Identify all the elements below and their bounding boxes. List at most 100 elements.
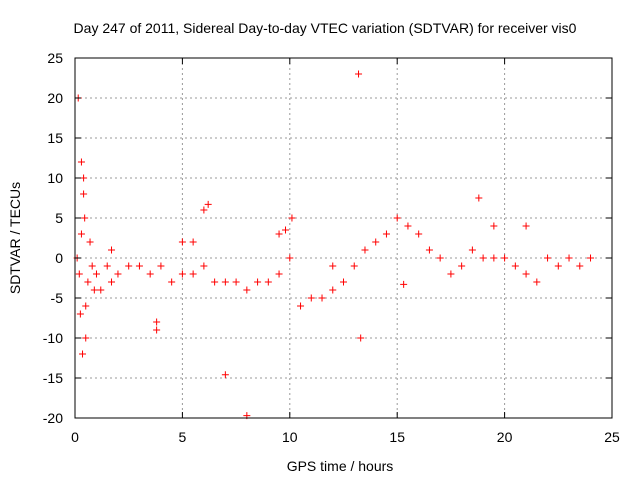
data-point xyxy=(84,278,92,286)
data-point xyxy=(329,262,337,270)
y-axis-label: SDTVAR / TECUs xyxy=(7,182,23,294)
chart-title: Day 247 of 2011, Sidereal Day-to-day VTE… xyxy=(74,20,577,36)
x-tick-label: 5 xyxy=(179,429,187,445)
data-point xyxy=(178,270,186,278)
data-point xyxy=(393,214,401,222)
data-point xyxy=(75,270,83,278)
y-tick-label: 20 xyxy=(47,90,63,106)
data-point xyxy=(221,278,229,286)
y-tick-label: -20 xyxy=(43,410,63,426)
data-point xyxy=(146,270,154,278)
data-point xyxy=(329,286,337,294)
data-point xyxy=(125,262,133,270)
data-point xyxy=(80,174,88,182)
data-point xyxy=(361,246,369,254)
data-point xyxy=(200,206,208,214)
data-point xyxy=(490,254,498,262)
data-point xyxy=(355,70,363,78)
data-point xyxy=(80,190,88,198)
data-point xyxy=(436,254,444,262)
x-tick-label: 10 xyxy=(282,429,298,445)
data-point xyxy=(81,214,89,222)
y-tick-label: 15 xyxy=(47,130,63,146)
grid-lines xyxy=(75,58,612,418)
data-point xyxy=(282,226,290,234)
data-point xyxy=(275,270,283,278)
data-point xyxy=(77,230,85,238)
x-tick-label: 15 xyxy=(389,429,405,445)
plot-frame xyxy=(74,57,613,419)
data-point xyxy=(211,278,219,286)
data-point xyxy=(86,238,94,246)
data-point xyxy=(522,222,530,230)
y-tick-label: -15 xyxy=(43,370,63,386)
data-point xyxy=(90,286,98,294)
data-point xyxy=(108,246,116,254)
data-point xyxy=(88,262,96,270)
data-point xyxy=(307,294,315,302)
y-tick-label: -10 xyxy=(43,330,63,346)
data-point xyxy=(544,254,552,262)
data-point xyxy=(153,326,161,334)
data-point xyxy=(254,278,262,286)
data-point xyxy=(79,350,87,358)
data-point xyxy=(382,230,390,238)
data-point xyxy=(587,254,595,262)
data-point xyxy=(108,278,116,286)
y-tick-label: 25 xyxy=(47,50,63,66)
axis-ticks: 0 5 10 15 20 25 25 20 15 10 5 0 -5 -10 -15 -20 xyxy=(43,50,620,445)
y-tick-label: -5 xyxy=(51,290,64,306)
data-point xyxy=(511,262,519,270)
x-tick-label: 20 xyxy=(497,429,513,445)
data-point xyxy=(157,262,165,270)
data-point xyxy=(92,270,100,278)
data-point xyxy=(415,230,423,238)
data-point xyxy=(153,318,161,326)
data-point xyxy=(501,254,509,262)
data-point xyxy=(103,262,111,270)
data-series xyxy=(73,70,595,420)
data-point xyxy=(168,278,176,286)
data-point xyxy=(189,270,197,278)
data-point xyxy=(76,310,84,318)
data-point xyxy=(425,246,433,254)
data-point xyxy=(490,222,498,230)
data-point xyxy=(475,194,483,202)
data-point xyxy=(404,222,412,230)
data-point xyxy=(264,278,272,286)
data-point xyxy=(297,302,305,310)
data-point xyxy=(189,238,197,246)
data-point xyxy=(554,262,562,270)
data-point xyxy=(447,270,455,278)
data-point xyxy=(372,238,380,246)
data-point xyxy=(458,262,466,270)
data-point xyxy=(114,270,122,278)
data-point xyxy=(340,278,347,286)
data-point xyxy=(232,278,240,286)
y-tick-label: 0 xyxy=(55,250,63,266)
x-tick-label: 0 xyxy=(71,429,79,445)
data-point xyxy=(522,270,530,278)
data-point xyxy=(533,278,541,286)
data-point xyxy=(97,286,105,294)
data-point xyxy=(479,254,487,262)
data-point xyxy=(200,262,208,270)
data-point xyxy=(357,334,365,342)
data-point xyxy=(221,371,229,379)
data-point xyxy=(135,262,143,270)
data-point xyxy=(275,230,283,238)
data-point xyxy=(243,286,251,294)
y-tick-label: 5 xyxy=(55,210,63,226)
data-point xyxy=(565,254,573,262)
data-point xyxy=(468,246,476,254)
y-tick-label: 10 xyxy=(47,170,63,186)
data-point xyxy=(576,262,584,270)
x-axis-label: GPS time / hours xyxy=(287,458,394,474)
data-point xyxy=(288,214,296,222)
data-point xyxy=(204,200,212,208)
data-point xyxy=(400,280,408,288)
data-point xyxy=(82,302,90,310)
data-point xyxy=(350,262,358,270)
data-point xyxy=(286,254,294,262)
